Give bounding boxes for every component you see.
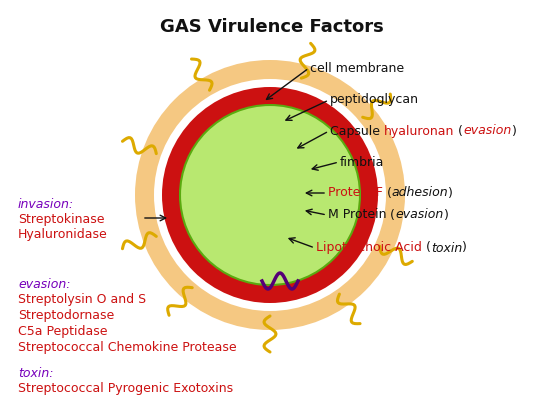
Circle shape bbox=[180, 105, 360, 285]
Text: C5a Peptidase: C5a Peptidase bbox=[18, 325, 107, 338]
Text: Streptodornase: Streptodornase bbox=[18, 309, 114, 322]
Circle shape bbox=[135, 60, 405, 330]
Text: toxin:: toxin: bbox=[18, 367, 53, 380]
Text: peptidoglycan: peptidoglycan bbox=[330, 94, 419, 106]
Circle shape bbox=[180, 105, 360, 285]
Text: GAS Virulence Factors: GAS Virulence Factors bbox=[160, 18, 384, 36]
Text: ): ) bbox=[449, 186, 453, 200]
Text: evasion: evasion bbox=[395, 208, 444, 221]
Text: toxin: toxin bbox=[431, 242, 462, 255]
Text: ): ) bbox=[444, 208, 449, 221]
Text: (: ( bbox=[383, 186, 392, 200]
Text: Protein F: Protein F bbox=[328, 186, 383, 200]
Text: fimbria: fimbria bbox=[340, 156, 384, 168]
Circle shape bbox=[162, 87, 378, 303]
Text: Streptococcal Chemokine Protease: Streptococcal Chemokine Protease bbox=[18, 341, 237, 354]
Text: invasion:: invasion: bbox=[18, 198, 74, 211]
Text: Streptokinase: Streptokinase bbox=[18, 213, 105, 226]
Text: ): ) bbox=[462, 242, 467, 255]
Text: Streptococcal Pyrogenic Exotoxins: Streptococcal Pyrogenic Exotoxins bbox=[18, 382, 233, 395]
Text: Streptolysin O and S: Streptolysin O and S bbox=[18, 293, 146, 306]
Text: hyaluronan: hyaluronan bbox=[384, 124, 455, 138]
Text: cell membrane: cell membrane bbox=[310, 62, 404, 74]
Text: ): ) bbox=[512, 124, 516, 138]
Text: Capsule: Capsule bbox=[330, 124, 384, 138]
Text: adhesion: adhesion bbox=[392, 186, 449, 200]
Text: Lipoteichoic Acid: Lipoteichoic Acid bbox=[316, 242, 422, 255]
Circle shape bbox=[154, 79, 386, 311]
Text: (: ( bbox=[422, 242, 431, 255]
Text: evasion:: evasion: bbox=[18, 278, 70, 291]
Text: Hyaluronidase: Hyaluronidase bbox=[18, 228, 108, 241]
Text: evasion: evasion bbox=[463, 124, 512, 138]
Text: (: ( bbox=[386, 208, 395, 221]
Text: M Protein: M Protein bbox=[328, 208, 386, 221]
Text: (: ( bbox=[455, 124, 463, 138]
